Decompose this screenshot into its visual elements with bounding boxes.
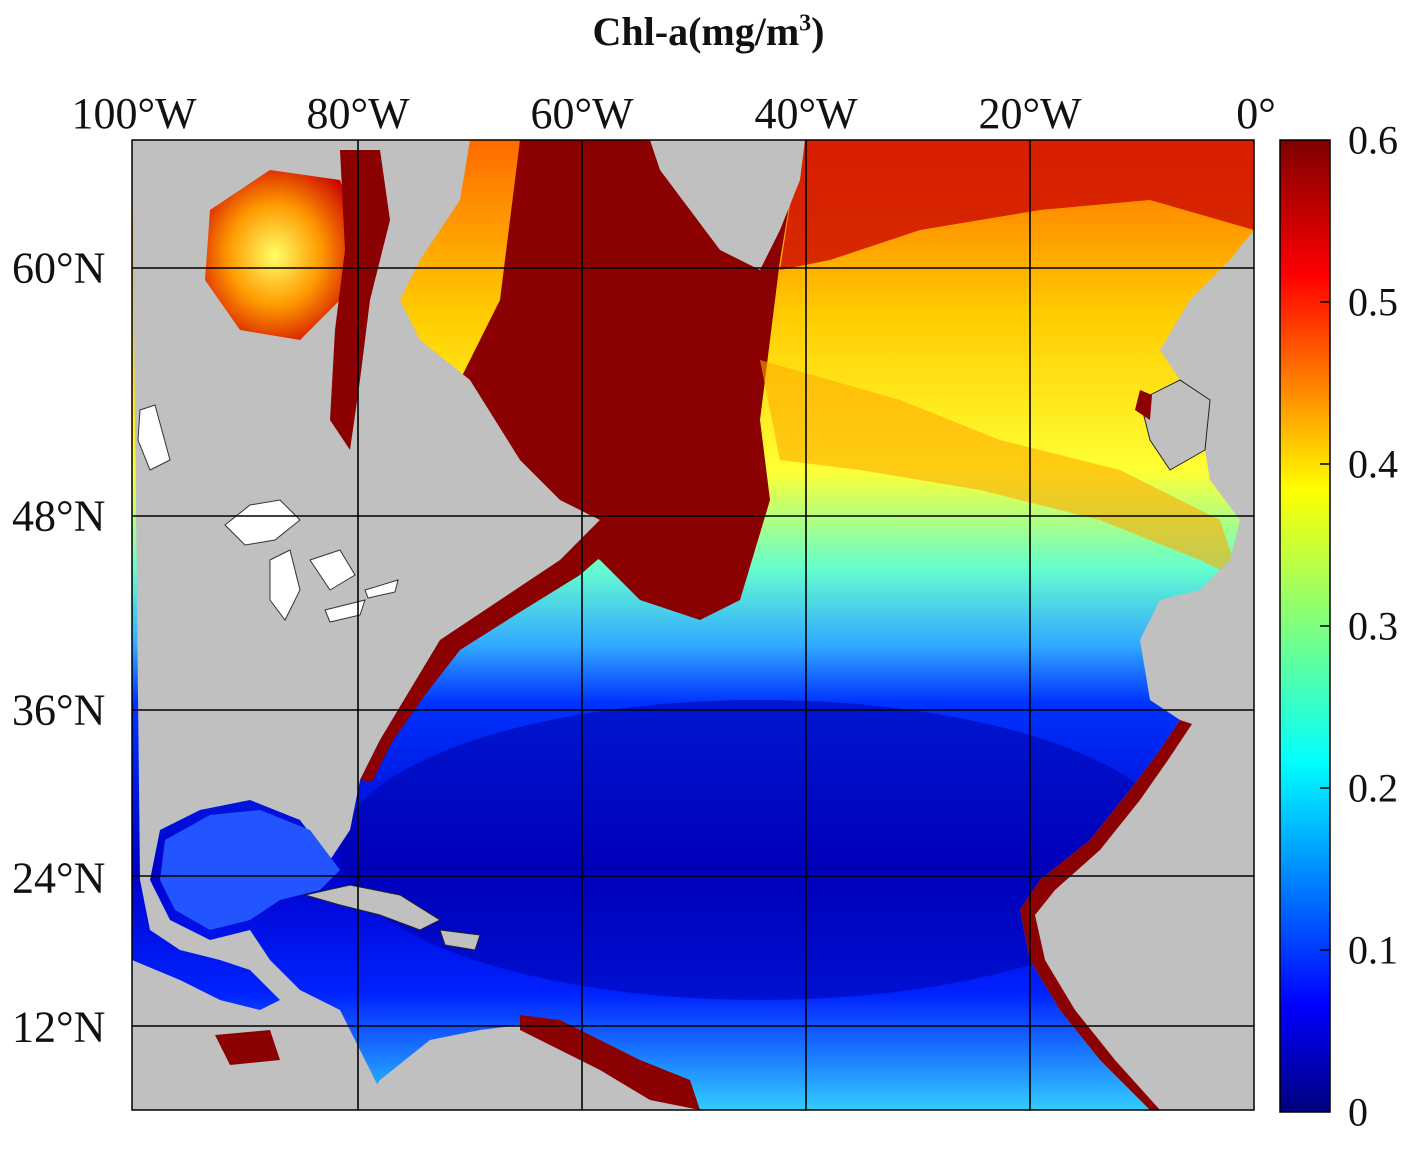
gulf-of-mexico	[160, 810, 340, 930]
greenland-land	[650, 140, 805, 270]
colorbar-tick-0.5: 0.5	[1348, 279, 1398, 325]
lon-label-60w: 60°W	[530, 89, 634, 138]
lon-label-20w: 20°W	[978, 89, 1082, 138]
lon-label-40w: 40°W	[754, 89, 858, 138]
north-america-land	[132, 140, 600, 1110]
lake-superior	[224, 499, 301, 546]
african-upwelling-bloom	[1020, 720, 1192, 1110]
colorbar-tick-0.6: 0.6	[1348, 117, 1398, 163]
subtropical-gyre	[340, 700, 1180, 1000]
us-east-coast-bloom	[360, 520, 620, 782]
lon-label-0: 0°	[1236, 89, 1276, 138]
lat-label-60n: 60°N	[12, 243, 106, 293]
lake-erie	[324, 599, 366, 623]
colorbar-tick-0.3: 0.3	[1348, 603, 1398, 649]
lon-label-80w: 80°W	[306, 89, 410, 138]
irish-sea-bloom	[1135, 390, 1152, 420]
hudson-bay	[205, 170, 360, 340]
pacific-coast-bloom	[215, 1030, 280, 1065]
baffin-channel	[330, 150, 390, 450]
colorbar-tick-0.2: 0.2	[1348, 765, 1398, 811]
colorbar-tick-0.1: 0.1	[1348, 927, 1398, 973]
lat-label-48n: 48°N	[12, 491, 106, 541]
lake-michigan	[269, 549, 301, 621]
lat-label-36n: 36°N	[12, 685, 106, 735]
lat-label-12n: 12°N	[12, 1002, 106, 1052]
colorbar-tick-0: 0	[1348, 1089, 1368, 1135]
lake-huron	[309, 549, 356, 591]
graticule	[132, 140, 1254, 1110]
colorbar-tick-0.4: 0.4	[1348, 441, 1398, 487]
subpolar-front	[760, 360, 1240, 580]
south-america-land	[360, 1025, 700, 1110]
title-close: )	[811, 9, 825, 54]
orinoco-bloom	[520, 1015, 700, 1110]
hispaniola-land	[439, 929, 481, 951]
colorbar-ticks	[1320, 301, 1330, 951]
nordic-seas-bloom	[780, 140, 1254, 270]
map-title: Chl-a(mg/m3)	[0, 8, 1417, 55]
lake-ontario	[364, 579, 399, 599]
title-superscript: 3	[799, 10, 812, 37]
lat-label-24n: 24°N	[12, 853, 106, 903]
british-isles-land	[1139, 379, 1211, 471]
map-area	[132, 140, 1254, 1110]
map-frame	[131, 139, 1255, 1111]
lon-label-100w: 100°W	[71, 89, 197, 138]
title-text: Chl-a(mg/m	[592, 9, 800, 54]
lake-winnipeg	[137, 404, 171, 471]
